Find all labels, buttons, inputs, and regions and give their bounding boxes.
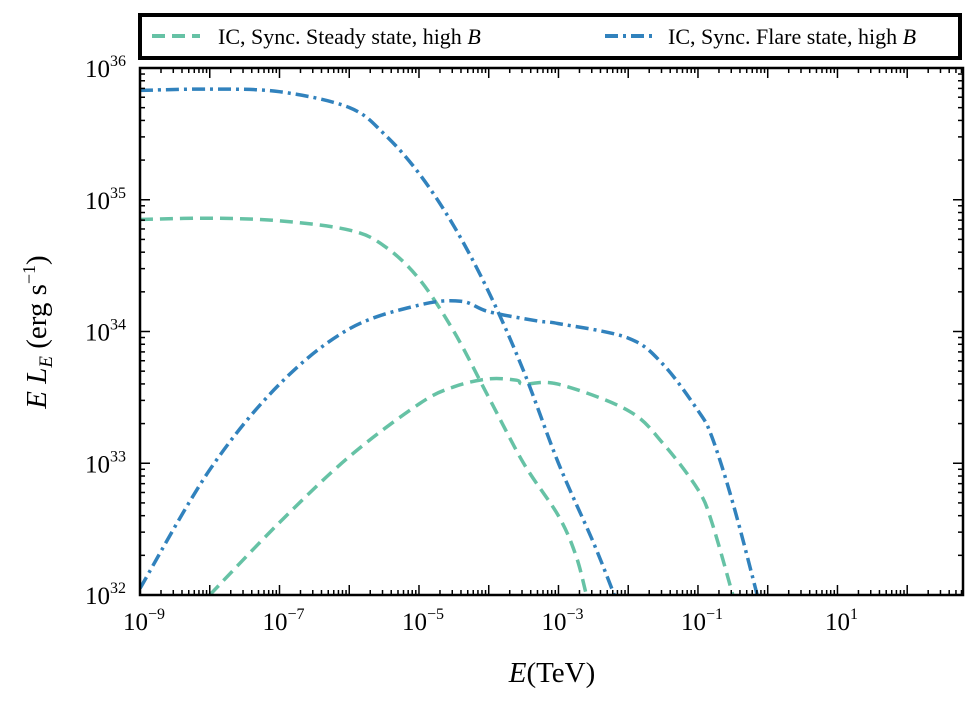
legend: IC, Sync. Steady state, high B IC, Sync.… [138,13,962,60]
series-line-steady-0 [140,216,589,595]
x-tick-label: 10−3 [541,606,583,636]
x-tick-label: 10−9 [123,606,165,636]
legend-label-steady: IC, Sync. Steady state, high B [218,24,481,49]
y-tick-label: 1034 [85,317,126,347]
y-tick-label: 1033 [85,448,126,478]
plot-area [138,66,965,597]
y-tick-label: 1036 [85,53,126,83]
y-tick-label: 1035 [85,185,126,215]
series-line-steady-1 [208,376,735,595]
x-tick-label: 101 [825,606,858,636]
x-axis-title: E(TeV) [508,657,596,689]
y-axis-title: E LE (erg s−1) [19,255,57,409]
ticks [139,67,963,596]
x-tick-labels: 10−9 10−7 10−5 10−3 10−1 101 [123,606,858,636]
legend-frame [138,13,962,60]
y-tick-label: 1032 [85,580,126,610]
legend-label-flare: IC, Sync. Flare state, high B [668,24,916,49]
x-tick-label: 10−1 [681,606,723,636]
plot-frame [138,66,965,597]
curves [140,87,759,595]
series-line-flare-2 [140,87,616,595]
series-line-flare-3 [140,298,759,595]
x-tick-label: 10−7 [262,606,304,636]
x-tick-label: 10−5 [402,606,444,636]
y-tick-labels: 1032 1033 1034 1035 1036 [85,53,126,610]
